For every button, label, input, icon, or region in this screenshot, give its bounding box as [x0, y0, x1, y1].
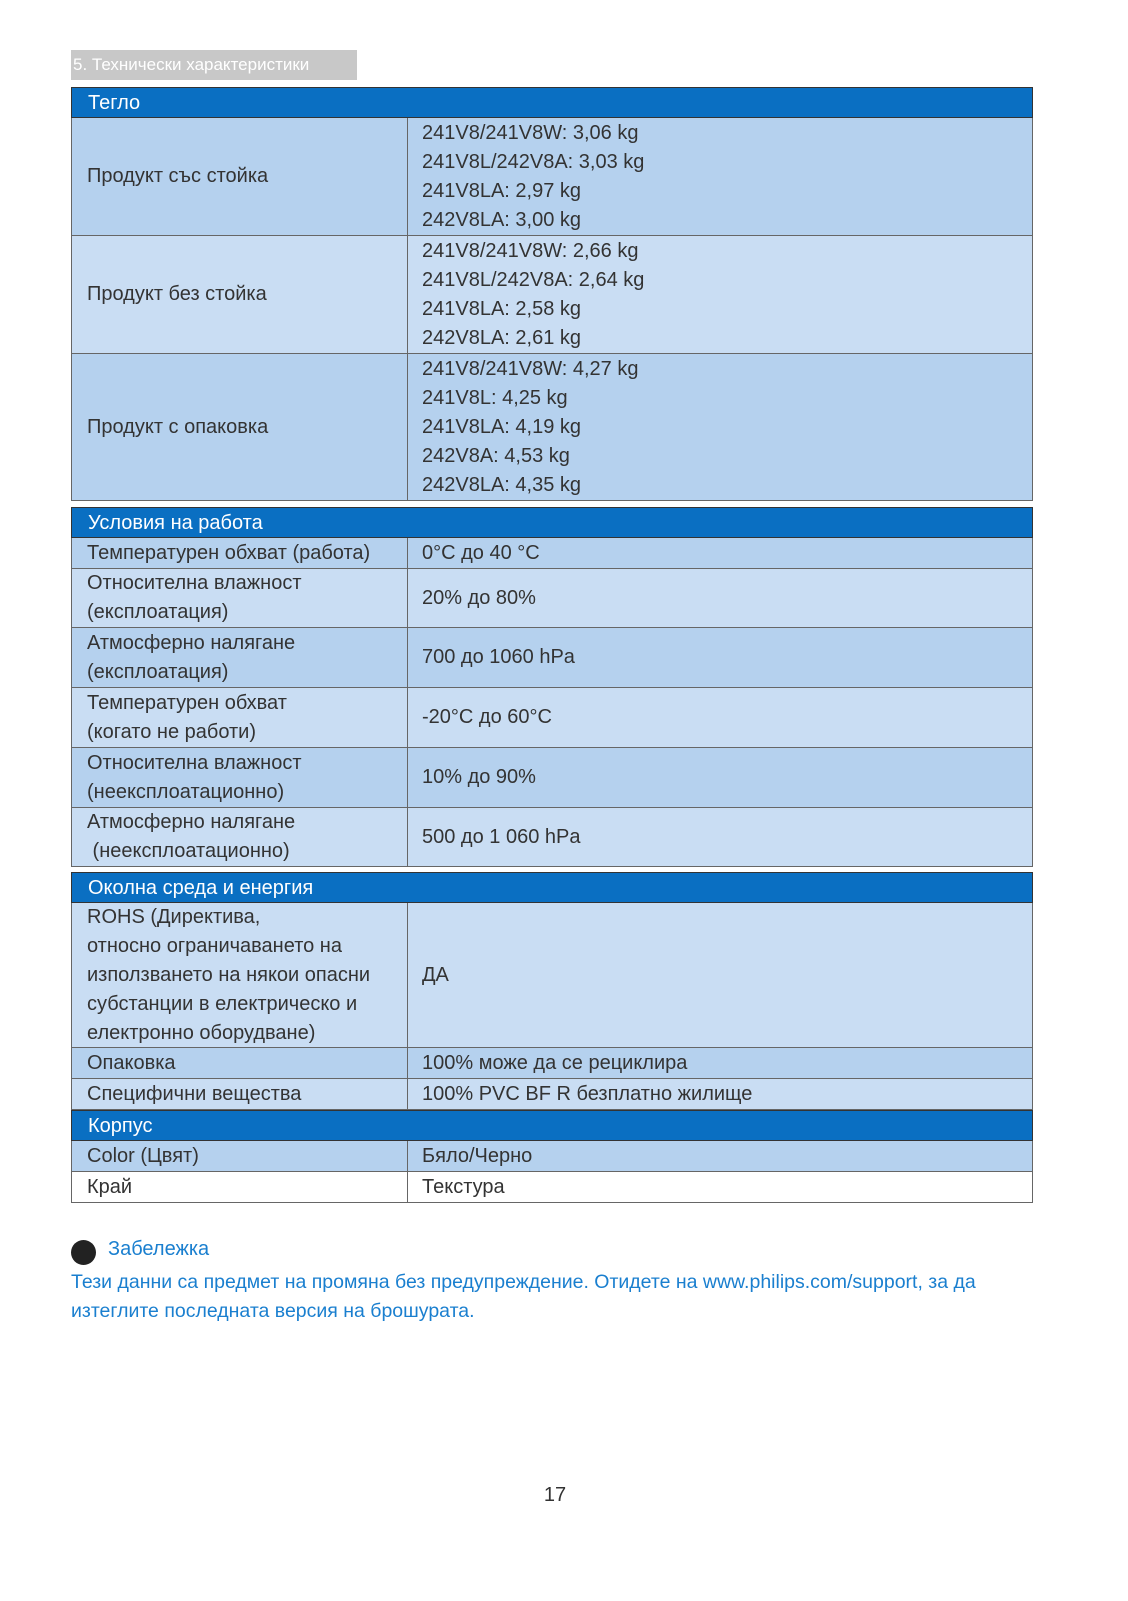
- section-header: Корпус: [71, 1110, 1033, 1141]
- table-row: ROHS (Директива, относно ограничаването н…: [71, 903, 1033, 1048]
- label-cell: Температурен обхват (когато не работи): [72, 688, 408, 747]
- note-text: Тези данни са предмет на промяна без пре…: [71, 1271, 976, 1322]
- value-line: Бяло/Черно: [422, 1144, 533, 1167]
- table-row: Опаковка 100% може да се рециклира: [71, 1048, 1033, 1079]
- value-cell: ДА: [408, 903, 1032, 1047]
- label-line: Продукт с опаковка: [87, 415, 269, 438]
- label-cell: Продукт с опаковка: [72, 354, 408, 500]
- label-line: (когато не работи): [87, 720, 257, 743]
- value-cell: 241V8/241V8W: 4,27 kg 241V8L: 4,25 kg 241V…: [408, 354, 1032, 500]
- label-line: електронно оборудване): [87, 1021, 316, 1044]
- table-row: Температурен обхват (когато не работи) -20…: [71, 688, 1033, 748]
- label-line: Относителна влажност: [87, 572, 302, 594]
- label-cell: Температурен обхват (работа): [72, 538, 408, 568]
- value-cell: 20% до 80%: [408, 569, 1032, 627]
- value-line: 20% до 80%: [422, 586, 536, 609]
- value-line: 241V8LA: 2,97 kg: [422, 179, 582, 202]
- label-cell: Относителна влажност (експлоатация): [72, 569, 408, 627]
- value-line: 241V8LA: 2,58 kg: [422, 297, 582, 320]
- value-line: 242V8LA: 2,61 kg: [422, 326, 582, 349]
- label-line: Продукт без стойка: [87, 283, 267, 305]
- value-cell: 10% до 90%: [408, 748, 1032, 807]
- value-line: 0°C до 40 °C: [422, 541, 540, 564]
- label-line: използването на някои опасни: [87, 963, 371, 986]
- label-line: субстанции в електрическо и: [87, 992, 358, 1015]
- section-header: Тегло: [71, 87, 1033, 118]
- note-title: Забележка: [108, 1238, 210, 1260]
- label-cell: Color (Цвят): [72, 1141, 408, 1171]
- label-line: (неексплоатационно): [87, 780, 285, 803]
- table-row: Относителна влажност (неексплоатационно) 1…: [71, 748, 1033, 808]
- value-line: -20°C до 60°C: [422, 706, 552, 728]
- table-row: Продукт без стойка 241V8/241V8W: 2,66 kg 2…: [71, 236, 1033, 354]
- label-line: Атмосферно налягане: [87, 631, 296, 654]
- value-cell: 100% PVC BF R безплатно жилище: [408, 1079, 1032, 1109]
- table-row: Продукт със стойка 241V8/241V8W: 3,06 kg 2…: [71, 118, 1033, 236]
- value-cell: -20°C до 60°C: [408, 688, 1032, 747]
- value-cell: Бяло/Черно: [408, 1141, 1032, 1171]
- table-row: Атмосферно налягане (неексплоатационно) 5…: [71, 808, 1033, 867]
- table-row: Продукт с опаковка 241V8/241V8W: 4,27 kg 2…: [71, 354, 1033, 501]
- label-line: Опаковка: [87, 1051, 176, 1074]
- value-line: 100% PVC BF R безплатно жилище: [422, 1082, 753, 1105]
- label-cell: Продукт със стойка: [72, 118, 408, 235]
- table-row: Атмосферно налягане (експлоатация) 700 до …: [71, 628, 1033, 688]
- label-line: Специфични вещества: [87, 1082, 302, 1105]
- label-line: (експлоатация): [87, 601, 229, 623]
- label-line: Продукт със стойка: [87, 165, 269, 187]
- table-row: Температурен обхват (работа) 0°C до 40 °C: [71, 538, 1033, 569]
- label-line: Температурен обхват (работа): [87, 541, 371, 564]
- label-line: Color (Цвят): [87, 1144, 199, 1167]
- value-cell: 241V8/241V8W: 2,66 kg 241V8L/242V8A: 2,64…: [408, 236, 1032, 353]
- label-line: Относителна влажност: [87, 751, 302, 774]
- value-line: 242V8A: 4,53 kg: [422, 444, 570, 467]
- value-line: 241V8L: 4,25 kg: [422, 386, 568, 409]
- table-row: Край Текстура: [71, 1172, 1033, 1203]
- label-line: ROHS (Директива,: [87, 905, 261, 928]
- label-line: Край: [87, 1175, 133, 1198]
- value-cell: 0°C до 40 °C: [408, 538, 1032, 568]
- label-cell: Атмосферно налягане (неексплоатационно): [72, 808, 408, 866]
- section-header: Околна среда и енергия: [71, 872, 1033, 903]
- label-cell: Край: [72, 1172, 408, 1202]
- value-line: 100% може да се рециклира: [422, 1051, 688, 1074]
- value-line: 500 до 1 060 hPa: [422, 825, 581, 848]
- label-line: Атмосферно налягане: [87, 811, 296, 833]
- label-line: Температурен обхват: [87, 691, 287, 714]
- value-line: 241V8/241V8W: 3,06 kg: [422, 121, 639, 144]
- label-line: относно ограничаването на: [87, 934, 342, 957]
- value-line: 241V8/241V8W: 4,27 kg: [422, 357, 639, 380]
- table-row: Color (Цвят) Бяло/Черно: [71, 1141, 1033, 1172]
- value-line: 241V8L/242V8A: 2,64 kg: [422, 268, 645, 291]
- value-line: 700 до 1060 hPa: [422, 646, 575, 668]
- value-line: 241V8/241V8W: 2,66 kg: [422, 239, 639, 262]
- label-line: (неексплоатационно): [87, 840, 290, 862]
- value-line: ДА: [422, 963, 449, 986]
- value-line: 241V8LA: 4,19 kg: [422, 415, 582, 438]
- note-icon: [71, 1240, 96, 1265]
- page-number: 17: [543, 1484, 567, 1506]
- chapter-tab: 5. Технически характеристики: [71, 50, 357, 80]
- label-cell: ROHS (Директива, относно ограничаването н…: [72, 903, 408, 1047]
- value-cell: 241V8/241V8W: 3,06 kg 241V8L/242V8A: 3,03…: [408, 118, 1032, 235]
- value-cell: 500 до 1 060 hPa: [408, 808, 1032, 866]
- value-line: 10% до 90%: [422, 766, 536, 788]
- label-cell: Опаковка: [72, 1048, 408, 1078]
- value-line: Текстура: [422, 1175, 505, 1198]
- table-row: Специфични вещества 100% PVC BF R безплат…: [71, 1079, 1033, 1110]
- value-cell: 700 до 1060 hPa: [408, 628, 1032, 687]
- table-row: Относителна влажност (експлоатация) 20% до…: [71, 569, 1033, 628]
- value-line: 241V8L/242V8A: 3,03 kg: [422, 150, 645, 173]
- label-cell: Относителна влажност (неексплоатационно): [72, 748, 408, 807]
- label-line: (експлоатация): [87, 660, 229, 683]
- value-line: 242V8LA: 3,00 kg: [422, 208, 582, 231]
- label-cell: Атмосферно налягане (експлоатация): [72, 628, 408, 687]
- value-line: 242V8LA: 4,35 kg: [422, 473, 582, 496]
- section-header: Условия на работа: [71, 507, 1033, 538]
- value-cell: 100% може да се рециклира: [408, 1048, 1032, 1078]
- value-cell: Текстура: [408, 1172, 1032, 1202]
- label-cell: Специфични вещества: [72, 1079, 408, 1109]
- label-cell: Продукт без стойка: [72, 236, 408, 353]
